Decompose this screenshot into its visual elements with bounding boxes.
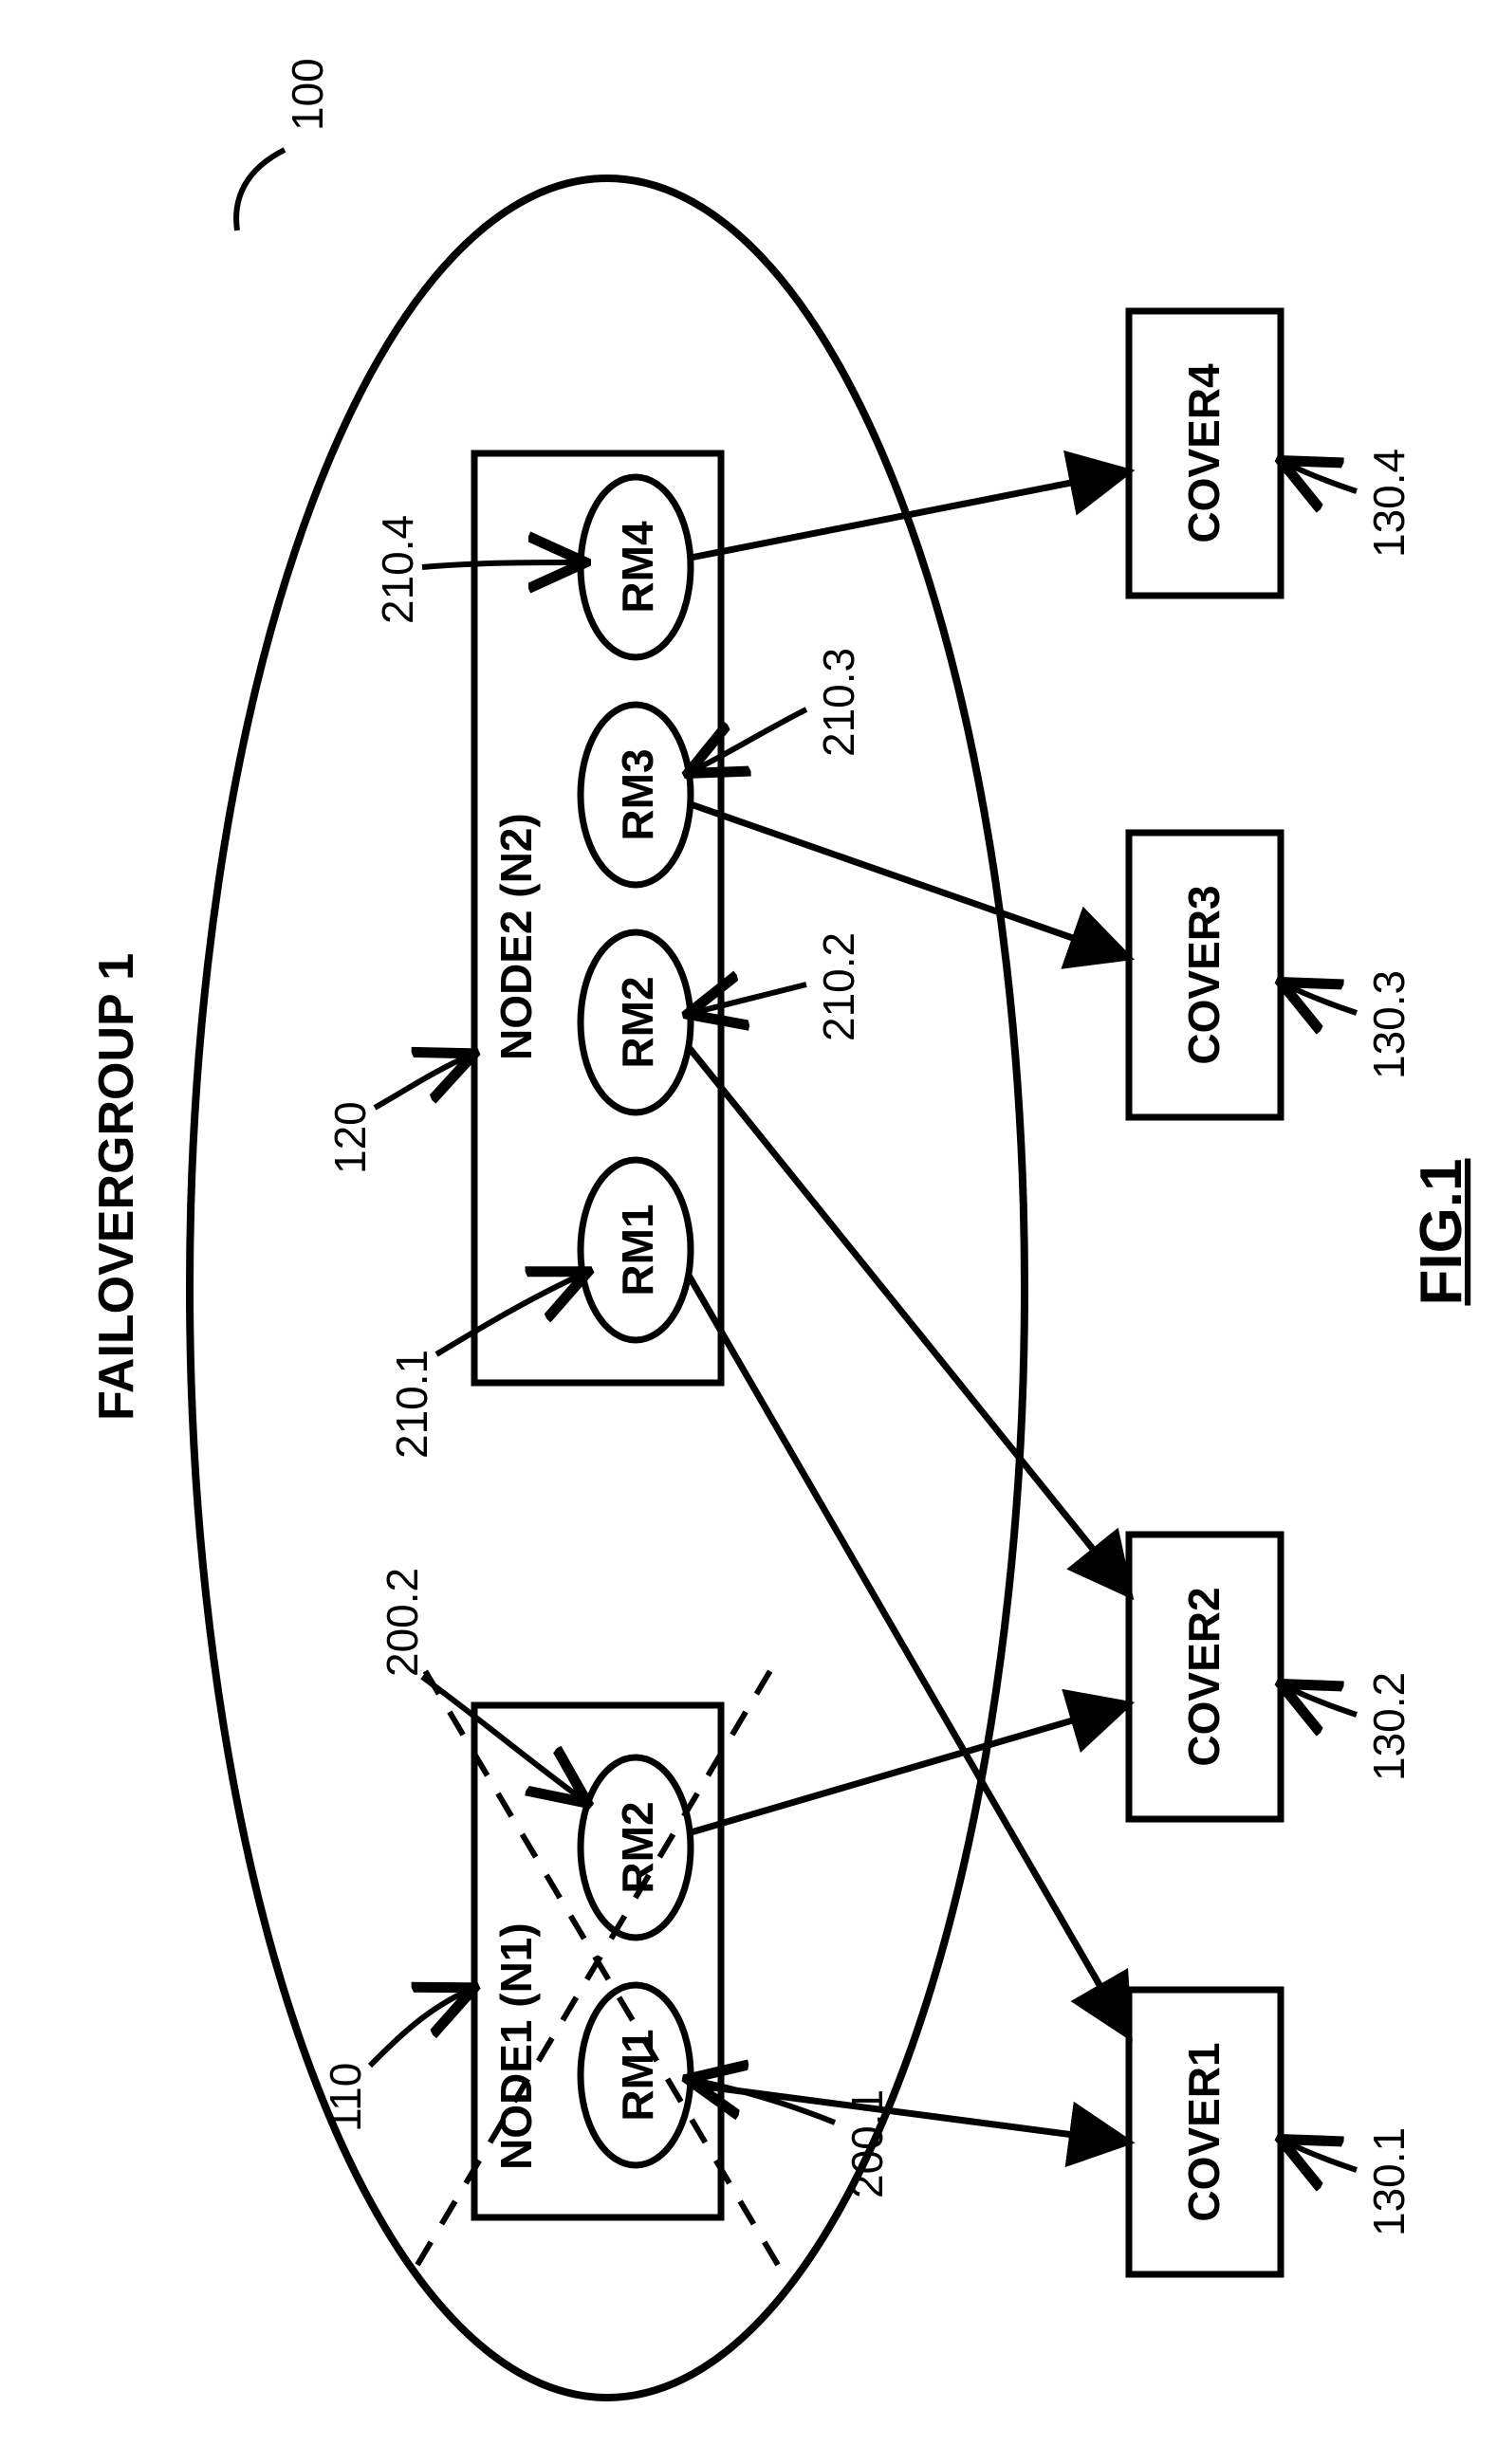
arrow-n2rm4-cover4 — [691, 472, 1124, 558]
ref-210-4-leader — [422, 562, 581, 567]
ref-130-1: 130.1 — [1364, 2127, 1414, 2236]
cover2-label: COVER2 — [1179, 1587, 1229, 1766]
arrow-n2rm1-cover1 — [688, 1274, 1127, 2032]
node1-box: NODE1 (N1) RM1 RM2 — [417, 1658, 778, 2265]
ref-110: 110 — [321, 2063, 370, 2132]
cover4-box: COVER4 — [1129, 311, 1281, 596]
node2-rm3-label: RM3 — [613, 748, 662, 840]
ref-130-4: 130.4 — [1364, 449, 1414, 558]
ref-110-leader — [370, 1990, 470, 2066]
ref-210-4: 210.4 — [373, 515, 422, 624]
ref-130-4-leader — [1285, 463, 1357, 491]
ref-120: 120 — [325, 1101, 375, 1174]
failovergroup-ellipse — [190, 178, 1025, 2398]
node2-box: NODE2 (N2) RM1 RM2 RM3 RM4 — [474, 453, 721, 1383]
group-title: FAILOVERGROUP 1 — [89, 953, 144, 1421]
ref-210-3: 210.3 — [814, 648, 863, 757]
node2-rm1-label: RM1 — [613, 1204, 662, 1296]
arrow-n2rm2-cover2 — [688, 1046, 1127, 1591]
ref-120-leader — [375, 1056, 470, 1108]
ref-100: 100 — [283, 58, 332, 131]
cover1-label: COVER1 — [1179, 2042, 1229, 2221]
ref-210-1-leader — [436, 1274, 583, 1354]
arrow-n1rm1-cover1 — [691, 2085, 1124, 2142]
ref-130-3: 130.3 — [1364, 970, 1414, 1079]
node2-rm2-label: RM2 — [613, 976, 662, 1068]
ref-200-2: 200.2 — [378, 1568, 427, 1677]
figure-caption: FIG.1 — [1409, 1158, 1474, 1305]
ref-130-2: 130.2 — [1364, 1672, 1414, 1781]
cover3-label: COVER3 — [1179, 885, 1229, 1064]
cover3-box: COVER3 — [1129, 833, 1281, 1117]
ref-210-2-leader — [693, 984, 806, 1013]
ref-210-3-leader — [693, 709, 806, 771]
ref-200-2-leader — [422, 1677, 583, 1800]
cover2-box: COVER2 — [1129, 1535, 1281, 1819]
cover4-label: COVER4 — [1179, 363, 1229, 543]
arrow-n2rm3-cover3 — [691, 804, 1124, 956]
ref-210-2: 210.2 — [814, 932, 863, 1041]
node2-rm4-label: RM4 — [613, 521, 662, 614]
ref-210-1: 210.1 — [387, 1350, 436, 1459]
ref-130-3-leader — [1285, 984, 1357, 1013]
ref-130-1-leader — [1285, 2142, 1357, 2170]
node1-rm1-label: RM1 — [613, 2029, 662, 2121]
node2-title: NODE2 (N2) — [491, 813, 541, 1060]
ref-130-2-leader — [1285, 1686, 1357, 1715]
cover1-box: COVER1 — [1129, 1990, 1281, 2274]
node1-rm2-label: RM2 — [613, 1801, 662, 1893]
arrow-n1rm2-cover2 — [688, 1705, 1124, 1833]
